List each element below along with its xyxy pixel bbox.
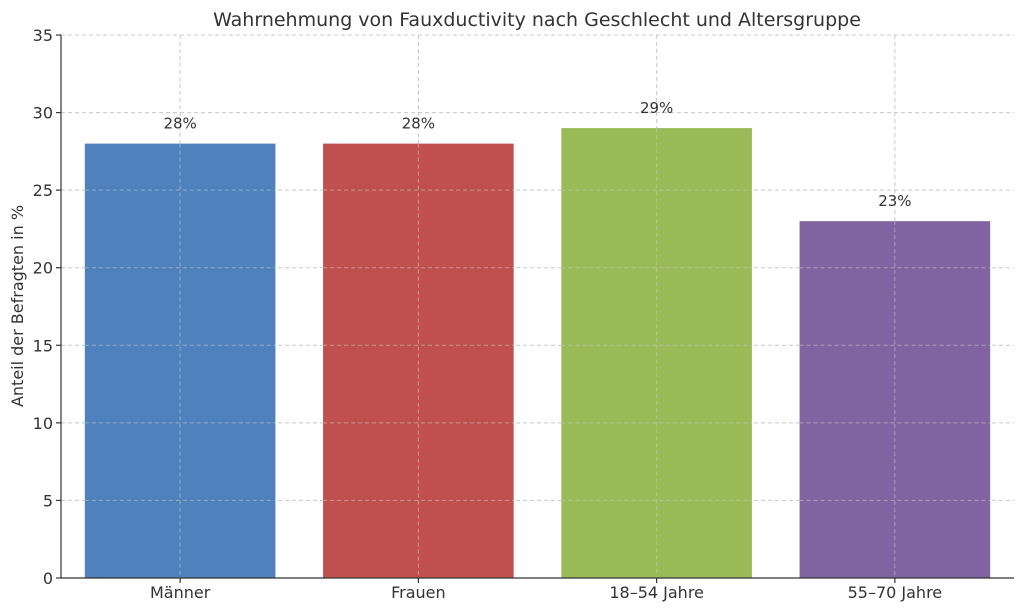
bar-value-label: 28% [402,115,435,133]
x-tick-label: 18–54 Jahre [609,583,704,602]
bar-value-label: 28% [163,115,196,133]
y-tick-label: 30 [33,104,53,123]
axes [60,35,1014,579]
x-tick-label: Frauen [391,583,446,602]
bar-value-label: 23% [878,192,911,210]
y-tick-label: 5 [43,491,53,510]
y-tick-label: 0 [43,569,53,588]
bars [84,128,991,579]
y-axis-label: Anteil der Befragten in % [8,205,27,407]
y-tick-label: 20 [33,259,53,278]
bar-value-label: 29% [640,99,673,117]
data-labels: 28% 28% 29% 23% [163,99,911,210]
x-tick-label: Männer [150,583,211,602]
y-tick-label: 10 [33,414,53,433]
x-tick-label: 55–70 Jahre [848,583,943,602]
ticks: 0 5 10 15 20 25 30 35 Männer Frauen 18–54 Jahre 55–… [33,26,943,602]
y-tick-label: 25 [33,181,53,200]
y-tick-label: 15 [33,336,53,355]
y-tick-label: 35 [33,26,53,45]
chart-title: Wahrnehmung von Fauxductivity nach Gesch… [213,9,861,31]
